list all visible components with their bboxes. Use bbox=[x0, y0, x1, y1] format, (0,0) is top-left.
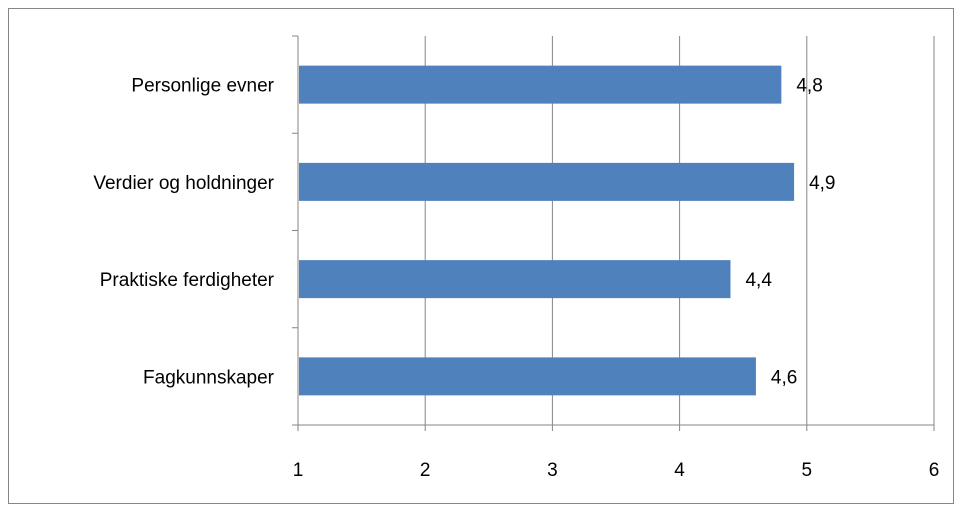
category-label: Personlige evner bbox=[131, 76, 274, 97]
x-tick-label: 2 bbox=[420, 460, 431, 481]
labels: 1 2 3 4 5 6 Fagkunnskaper 4,6 Praktiske ferdighe… bbox=[93, 76, 939, 481]
bar bbox=[299, 357, 756, 396]
data-label: 4,8 bbox=[796, 76, 822, 97]
category-label: Fagkunnskaper bbox=[143, 367, 275, 388]
bar bbox=[299, 162, 795, 201]
x-tick-label: 3 bbox=[547, 460, 558, 481]
x-tick-label: 1 bbox=[293, 460, 304, 481]
x-tick-label: 5 bbox=[802, 460, 813, 481]
data-label: 4,4 bbox=[745, 270, 772, 291]
x-tick-label: 4 bbox=[674, 460, 685, 481]
bar bbox=[299, 260, 731, 299]
category-label: Verdier og holdninger bbox=[93, 173, 274, 194]
x-tick-label: 6 bbox=[929, 460, 940, 481]
data-label: 4,6 bbox=[771, 367, 797, 388]
data-label: 4,9 bbox=[809, 173, 835, 194]
bar bbox=[299, 65, 782, 104]
axes bbox=[292, 35, 935, 431]
category-label: Praktiske ferdigheter bbox=[100, 270, 275, 291]
bars bbox=[299, 65, 795, 396]
